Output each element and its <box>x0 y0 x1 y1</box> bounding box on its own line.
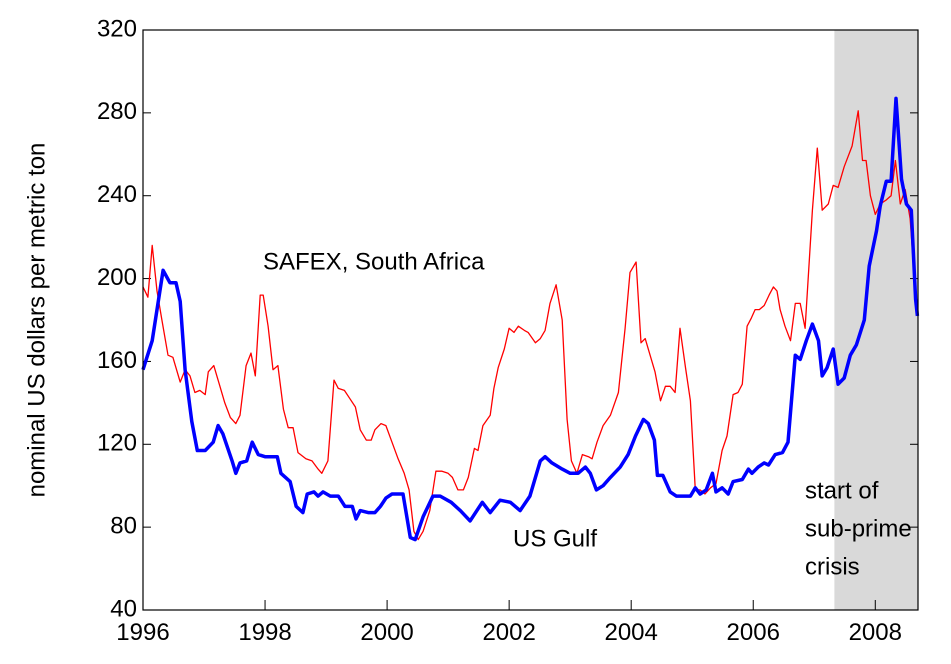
x-tick-label: 2006 <box>727 619 780 646</box>
y-tick-label: 240 <box>97 181 137 208</box>
x-tick-label: 1998 <box>238 619 291 646</box>
x-tick-label: 2000 <box>360 619 413 646</box>
annotation: SAFEX, South Africa <box>263 248 485 275</box>
y-tick-label: 80 <box>110 512 137 539</box>
annotation: crisis <box>805 553 860 580</box>
y-tick-label: 120 <box>97 430 137 457</box>
annotation: sub-prime <box>805 515 912 542</box>
plot-frame <box>142 29 919 611</box>
line-series <box>142 110 919 541</box>
y-axis-label: nominal US dollars per metric ton <box>23 143 50 498</box>
line-series <box>141 96 920 542</box>
shaded-region <box>834 30 918 610</box>
annotation: start of <box>805 477 879 504</box>
annotation: US Gulf <box>513 525 597 552</box>
y-tick-label: 320 <box>97 15 137 42</box>
y-tick-label: 40 <box>110 595 137 622</box>
y-tick-label: 200 <box>97 264 137 291</box>
y-tick-label: 280 <box>97 98 137 125</box>
y-tick-label: 160 <box>97 347 137 374</box>
x-tick-label: 2008 <box>849 619 902 646</box>
x-tick-label: 2004 <box>604 619 657 646</box>
x-tick-label: 1996 <box>116 619 169 646</box>
x-tick-label: 2002 <box>482 619 535 646</box>
